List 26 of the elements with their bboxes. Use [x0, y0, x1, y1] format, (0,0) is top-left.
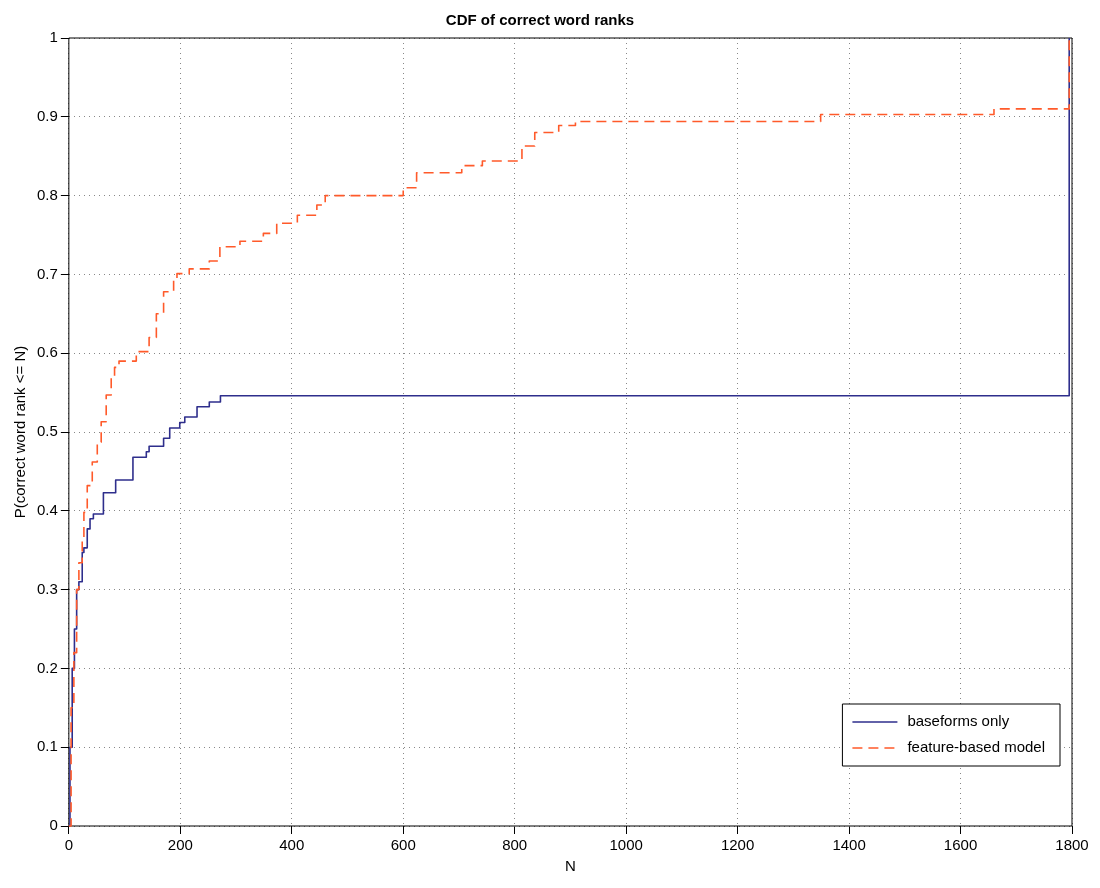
x-tick-label: 400 [279, 836, 305, 854]
y-tick-label: 0 [49, 816, 58, 834]
y-tick-label: 0.8 [36, 185, 58, 203]
x-tick-label: 1800 [1055, 836, 1089, 854]
x-tick-label: 1200 [720, 836, 755, 854]
y-tick-label: 0.2 [36, 658, 58, 676]
y-tick-label: 0.4 [36, 500, 58, 518]
x-tick-label: 1600 [943, 836, 978, 854]
y-tick-label: 0.3 [36, 579, 58, 597]
x-tick-label: 1400 [832, 836, 866, 854]
legend-label: baseforms only [907, 712, 1010, 730]
x-tick-label: 600 [390, 836, 416, 854]
y-axis-title: P(correct word rank <= N) [11, 345, 29, 519]
y-tick-label: 0.9 [36, 106, 58, 124]
chart-title: CDF of correct word ranks [445, 11, 635, 29]
x-axis-title: N [565, 857, 576, 875]
y-tick-label: 0.7 [36, 264, 58, 282]
y-tick-label: 1 [49, 28, 58, 46]
legend-label: feature-based model [907, 738, 1046, 756]
x-tick-label: 200 [167, 836, 193, 854]
y-tick-label: 0.1 [36, 737, 58, 755]
x-tick-label: 800 [502, 836, 528, 854]
x-tick-label: 1000 [609, 836, 643, 854]
y-tick-label: 0.5 [36, 422, 58, 440]
y-tick-label: 0.6 [36, 343, 58, 361]
x-tick-label: 0 [64, 836, 74, 854]
